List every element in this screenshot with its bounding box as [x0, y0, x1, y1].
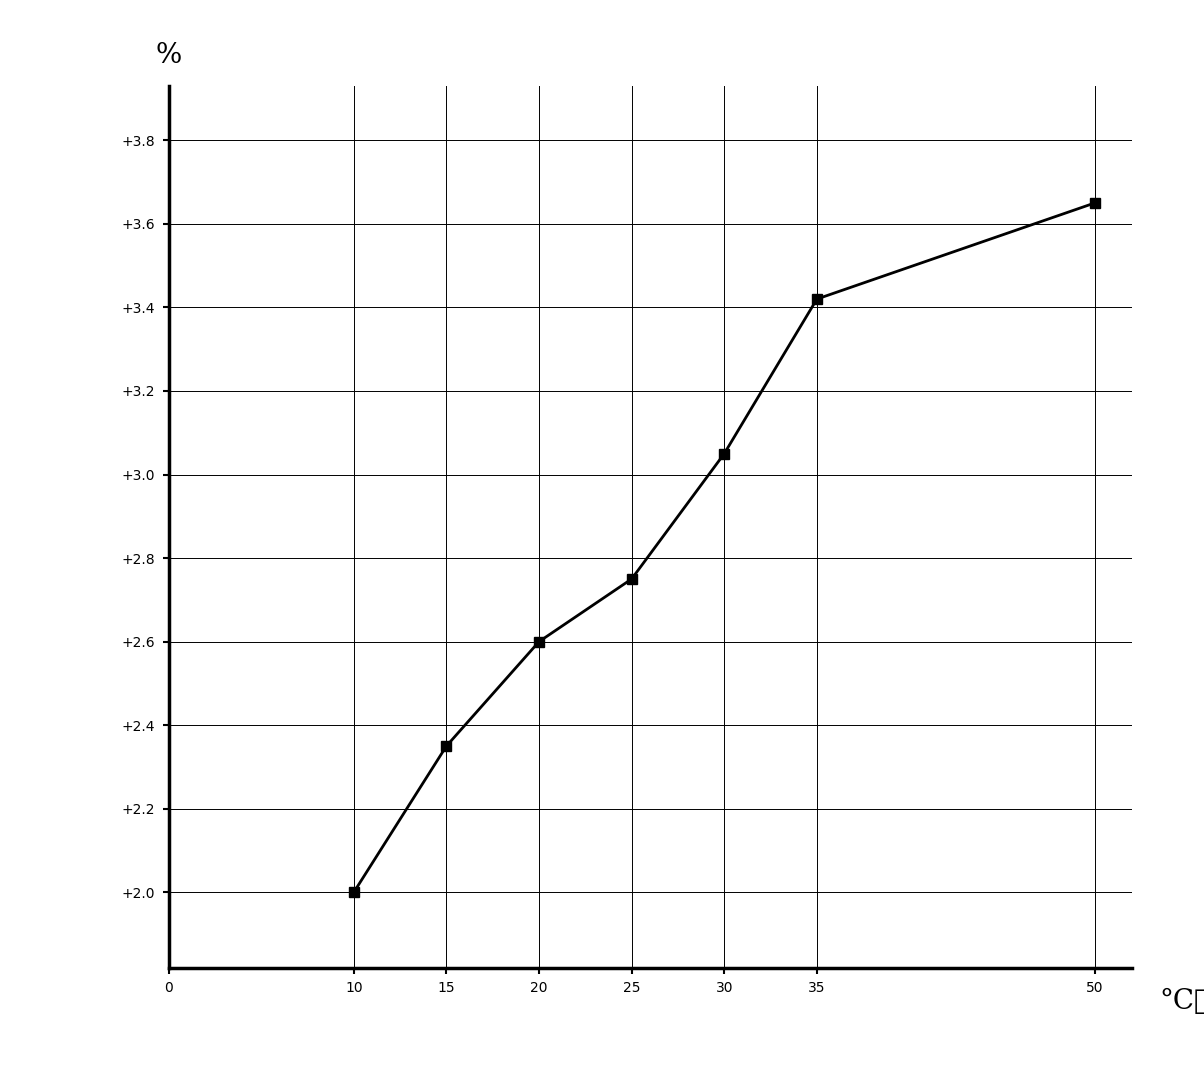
Text: %: %	[155, 42, 182, 69]
Text: °C（气温）: °C（气温）	[1159, 988, 1204, 1016]
